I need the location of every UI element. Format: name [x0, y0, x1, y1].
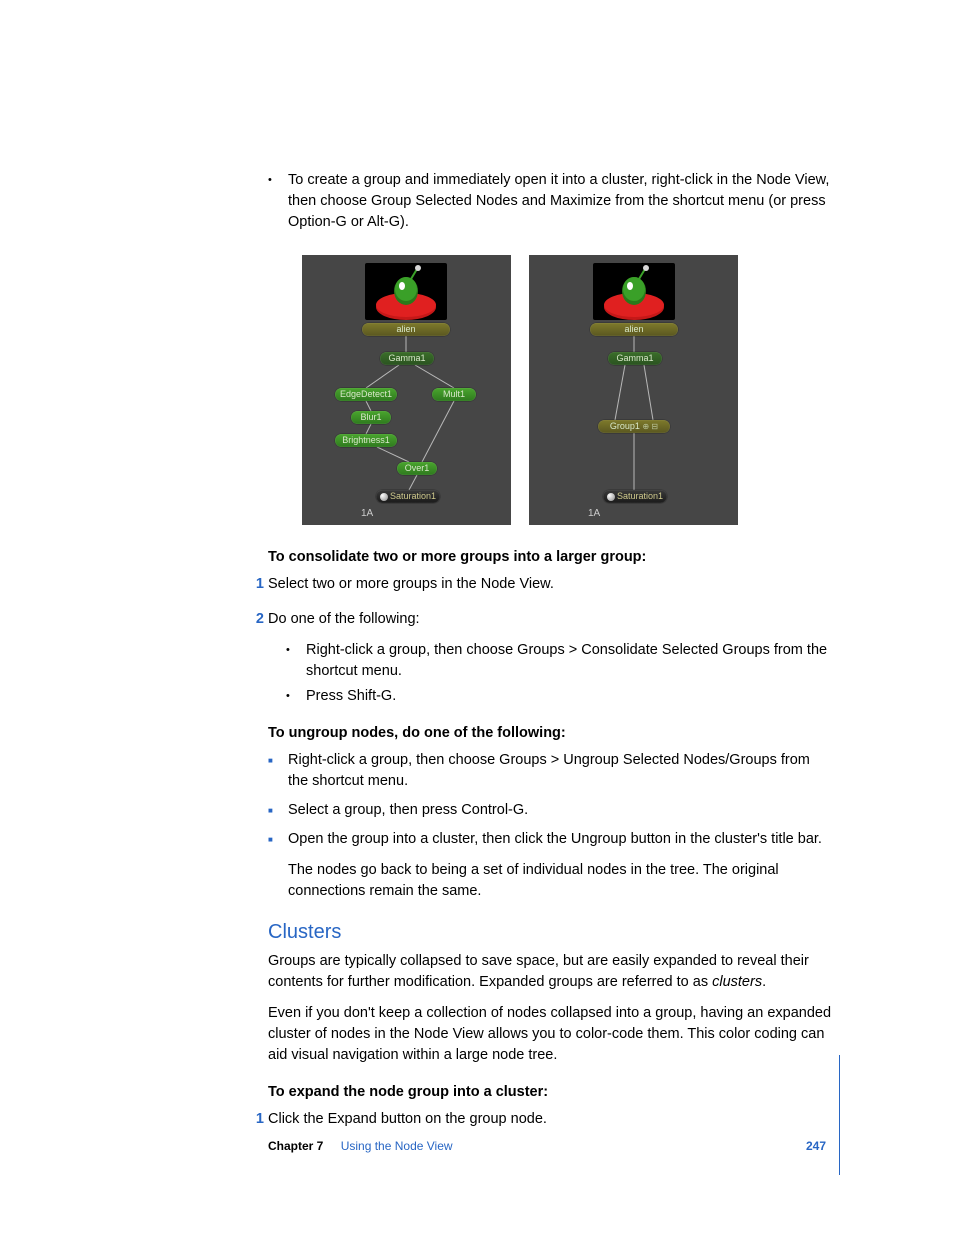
node-blur: Blur1: [351, 411, 391, 424]
node-edgedetect: EdgeDetect1: [335, 388, 397, 401]
diagram-row: alien Gamma1 EdgeDetect1 Mult1 Blur1 Brightne…: [302, 255, 832, 525]
clusters-heading: Clusters: [268, 918, 832, 947]
node-saturation: Saturation1: [603, 490, 667, 503]
node-over: Over1: [397, 462, 437, 475]
intro-bullet: • To create a group and immediately open…: [268, 170, 832, 233]
step-number: 1: [250, 1109, 264, 1130]
bullet-square-icon: ■: [268, 829, 288, 850]
step-number: 2: [250, 609, 264, 630]
ungroup-c-text: Open the group into a cluster, then clic…: [288, 829, 832, 850]
intro-text: To create a group and immediately open i…: [288, 170, 832, 233]
bullet-dot-icon: •: [268, 170, 288, 233]
page-number: 247: [806, 1138, 826, 1155]
ungroup-b-text: Select a group, then press Control-G.: [288, 800, 832, 821]
footer-left: Chapter 7 Using the Node View: [268, 1138, 453, 1155]
ungroup-a: ■ Right-click a group, then choose Group…: [268, 750, 832, 792]
node-alien: alien: [362, 323, 450, 336]
viewer-label: 1A: [588, 507, 600, 522]
clusters-p1: Groups are typically collapsed to save s…: [268, 951, 832, 993]
step-2a: • Right-click a group, then choose Group…: [286, 640, 832, 682]
ungroup-a-text: Right-click a group, then choose Groups …: [288, 750, 832, 792]
expand-step-1: 1 Click the Expand button on the group n…: [268, 1109, 832, 1130]
node-view-diagram-after: alien Gamma1 Group1 ⊕ ⊟ Saturation11A: [529, 255, 738, 525]
node-gamma: Gamma1: [380, 352, 434, 365]
chapter-label: Chapter 7: [268, 1139, 323, 1153]
node-alien: alien: [590, 323, 678, 336]
page-content: • To create a group and immediately open…: [0, 0, 954, 1130]
expand-heading: To expand the node group into a cluster:: [268, 1082, 832, 1103]
ungroup-c: ■ Open the group into a cluster, then cl…: [268, 829, 832, 850]
bullet-dot-icon: •: [286, 686, 306, 707]
step-1-text: Select two or more groups in the Node Vi…: [268, 576, 554, 592]
step-2b-text: Press Shift-G.: [306, 686, 832, 707]
ungroup-after: The nodes go back to being a set of indi…: [288, 860, 832, 902]
step-2: 2 Do one of the following:: [268, 609, 832, 630]
node-group: Group1 ⊕ ⊟: [598, 420, 670, 433]
step-number: 1: [250, 574, 264, 595]
viewer-label: 1A: [361, 507, 373, 522]
bullet-dot-icon: •: [286, 640, 306, 682]
period: .: [762, 974, 766, 990]
node-mult: Mult1: [432, 388, 476, 401]
chapter-title: Using the Node View: [341, 1139, 453, 1153]
step-1: 1 Select two or more groups in the Node …: [268, 574, 832, 595]
source-thumbnail: [593, 263, 675, 320]
step-2a-text: Right-click a group, then choose Groups …: [306, 640, 832, 682]
node-view-diagram-before: alien Gamma1 EdgeDetect1 Mult1 Blur1 Brightne…: [302, 255, 511, 525]
expand-step-1-text: Click the Expand button on the group nod…: [268, 1111, 547, 1127]
step-2-text: Do one of the following:: [268, 611, 420, 627]
clusters-p2: Even if you don't keep a collection of n…: [268, 1003, 832, 1066]
node-brightness: Brightness1: [335, 434, 397, 447]
node-gamma: Gamma1: [608, 352, 662, 365]
consolidate-heading: To consolidate two or more groups into a…: [268, 547, 832, 568]
ungroup-heading: To ungroup nodes, do one of the followin…: [268, 723, 832, 744]
page-footer: Chapter 7 Using the Node View 247: [268, 1138, 832, 1155]
clusters-p1-em: clusters: [712, 974, 762, 990]
source-thumbnail: [365, 263, 447, 320]
bullet-square-icon: ■: [268, 750, 288, 792]
footer-rule: [839, 1055, 840, 1175]
step-2b: • Press Shift-G.: [286, 686, 832, 707]
ungroup-b: ■ Select a group, then press Control-G.: [268, 800, 832, 821]
node-saturation: Saturation1: [376, 490, 440, 503]
bullet-square-icon: ■: [268, 800, 288, 821]
